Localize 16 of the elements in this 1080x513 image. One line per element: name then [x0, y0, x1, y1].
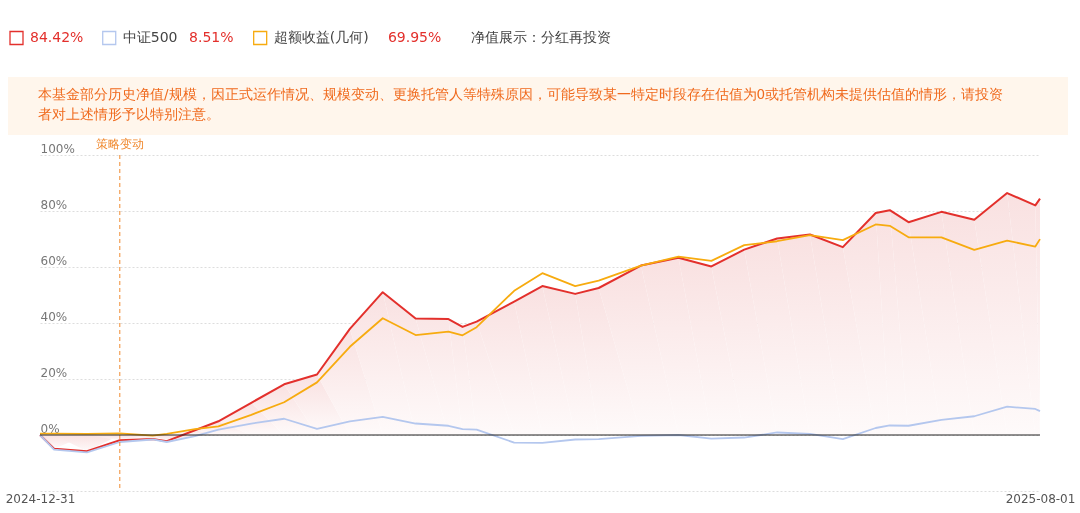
- ref-line-label: 策略变动: [95, 137, 144, 151]
- x-tick-label: 2025-08-01: [1005, 491, 1076, 506]
- text: 84.42%: [30, 29, 84, 45]
- y-tick-label: 40%: [40, 309, 68, 324]
- y-tick-label: 60%: [40, 253, 68, 268]
- y-tick-label: 80%: [40, 197, 68, 212]
- x-tick-label: 2024-12-31: [5, 491, 76, 506]
- y-tick-label: 0%: [40, 421, 60, 436]
- text: 净值展示：分红再投资: [470, 29, 611, 45]
- text: 8.51%: [189, 29, 234, 45]
- legend-label: 中证500: [122, 29, 178, 45]
- y-tick-label: 100%: [40, 141, 75, 156]
- legend-label: 超额收益(几何): [273, 29, 369, 45]
- text: 本基金部分历史净值/规模，因正式运作情况、规模变动、更换托管人等特殊原因，可能导致某一特定时段存在估值为0或托管机构未提供估值的情形，请投资者对上述情形予以特别注意。: [38, 86, 1004, 122]
- y-tick-label: 20%: [40, 365, 68, 380]
- text: 69.95%: [387, 29, 442, 45]
